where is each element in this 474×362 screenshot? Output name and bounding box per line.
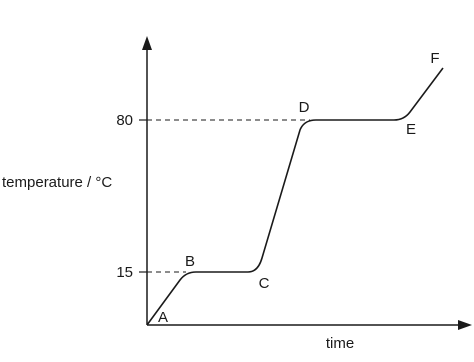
point-label: D [299, 99, 310, 116]
heating-curve [146, 67, 444, 326]
y-axis-label: temperature / °C [2, 174, 112, 191]
x-axis-arrow [458, 320, 472, 330]
y-axis-arrow [142, 36, 152, 50]
x-axis-label: time [326, 335, 354, 352]
point-label: B [185, 253, 195, 270]
point-label: A [158, 309, 168, 326]
point-label: E [406, 121, 416, 138]
point-label: F [430, 50, 439, 67]
y-mark-label: 15 [116, 264, 133, 281]
point-label: C [259, 275, 270, 292]
y-mark-label: 80 [116, 112, 133, 129]
